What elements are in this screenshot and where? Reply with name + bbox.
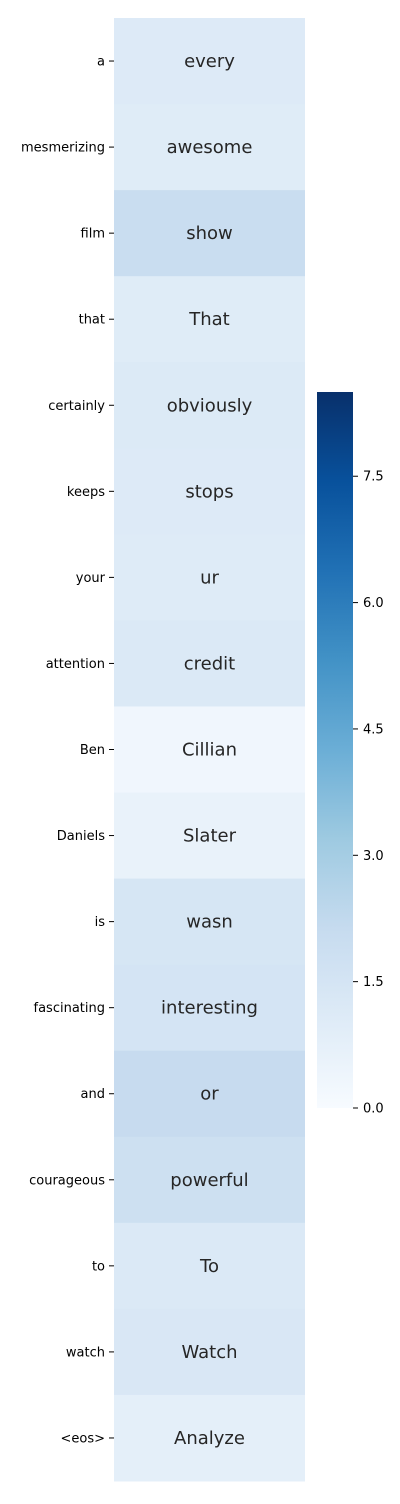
cell-label: Cillian	[182, 740, 237, 761]
heatmap-cell	[114, 1136, 305, 1224]
heatmap-cell	[114, 964, 305, 1052]
heatmap-cell	[114, 1222, 305, 1310]
cell-label: obviously	[167, 395, 253, 416]
colorbar-tick-label: 7.5	[363, 470, 384, 485]
colorbar-tick-label: 3.0	[363, 849, 384, 864]
cell-label: Watch	[181, 1342, 237, 1363]
heatmap-cell	[114, 18, 305, 105]
colorbar-gradient	[317, 392, 353, 1108]
heatmap-cell	[114, 104, 305, 191]
heatmap-cell	[114, 1308, 305, 1396]
cell-label: Analyze	[174, 1428, 245, 1449]
row-label: film	[81, 227, 105, 242]
row-labels: a mesmerizing film that certainly keeps your at…	[21, 55, 114, 1446]
row-label: is	[95, 915, 106, 930]
row-label: attention	[46, 657, 105, 672]
cell-label: interesting	[161, 998, 258, 1019]
cell-label: every	[184, 51, 235, 72]
cell-label: Slater	[183, 826, 237, 847]
row-label: keeps	[67, 485, 105, 500]
heatmap-cell	[114, 792, 305, 880]
colorbar: 0.0 1.5 3.0 4.5 6.0 7.5	[317, 392, 384, 1117]
colorbar-tick-label: 0.0	[363, 1102, 384, 1117]
row-label: to	[92, 1259, 105, 1274]
heatmap-cell	[114, 620, 305, 707]
heatmap-cell	[114, 878, 305, 966]
row-label: mesmerizing	[21, 141, 105, 156]
colorbar-tick-label: 6.0	[363, 596, 384, 611]
row-label: watch	[66, 1345, 105, 1360]
cell-label: That	[188, 309, 230, 330]
row-label: Daniels	[57, 829, 105, 844]
heatmap-cell	[114, 362, 305, 449]
cell-label: To	[199, 1256, 219, 1277]
heatmap-cell	[114, 190, 305, 277]
cell-label: ur	[200, 567, 219, 588]
row-label: fascinating	[34, 1001, 105, 1016]
row-label: your	[76, 571, 106, 586]
colorbar-tick-label: 4.5	[363, 722, 384, 737]
cell-label: stops	[185, 481, 233, 502]
heatmap-cell	[114, 276, 305, 363]
heatmap-cell	[114, 706, 305, 794]
colorbar-tick-label: 1.5	[363, 975, 384, 990]
cell-label: wasn	[186, 912, 233, 933]
cell-label: credit	[184, 653, 235, 674]
row-label: that	[79, 313, 105, 328]
heatmap-cell	[114, 534, 305, 621]
heatmap-cell	[114, 448, 305, 535]
cell-label: or	[200, 1084, 219, 1105]
row-label: Ben	[80, 743, 105, 758]
row-label: a	[97, 55, 105, 70]
heatmap-cell	[114, 1050, 305, 1138]
row-label: <eos>	[60, 1431, 105, 1446]
heatmap-cell	[114, 1394, 305, 1482]
row-label: and	[81, 1087, 105, 1102]
row-label: certainly	[48, 399, 105, 414]
cell-label: powerful	[170, 1170, 248, 1191]
cell-label: awesome	[167, 137, 253, 158]
row-label: courageous	[29, 1173, 105, 1188]
cell-label: show	[186, 223, 233, 244]
heatmap-cells: every awesome show That obviously stops ur cred…	[114, 18, 305, 1482]
